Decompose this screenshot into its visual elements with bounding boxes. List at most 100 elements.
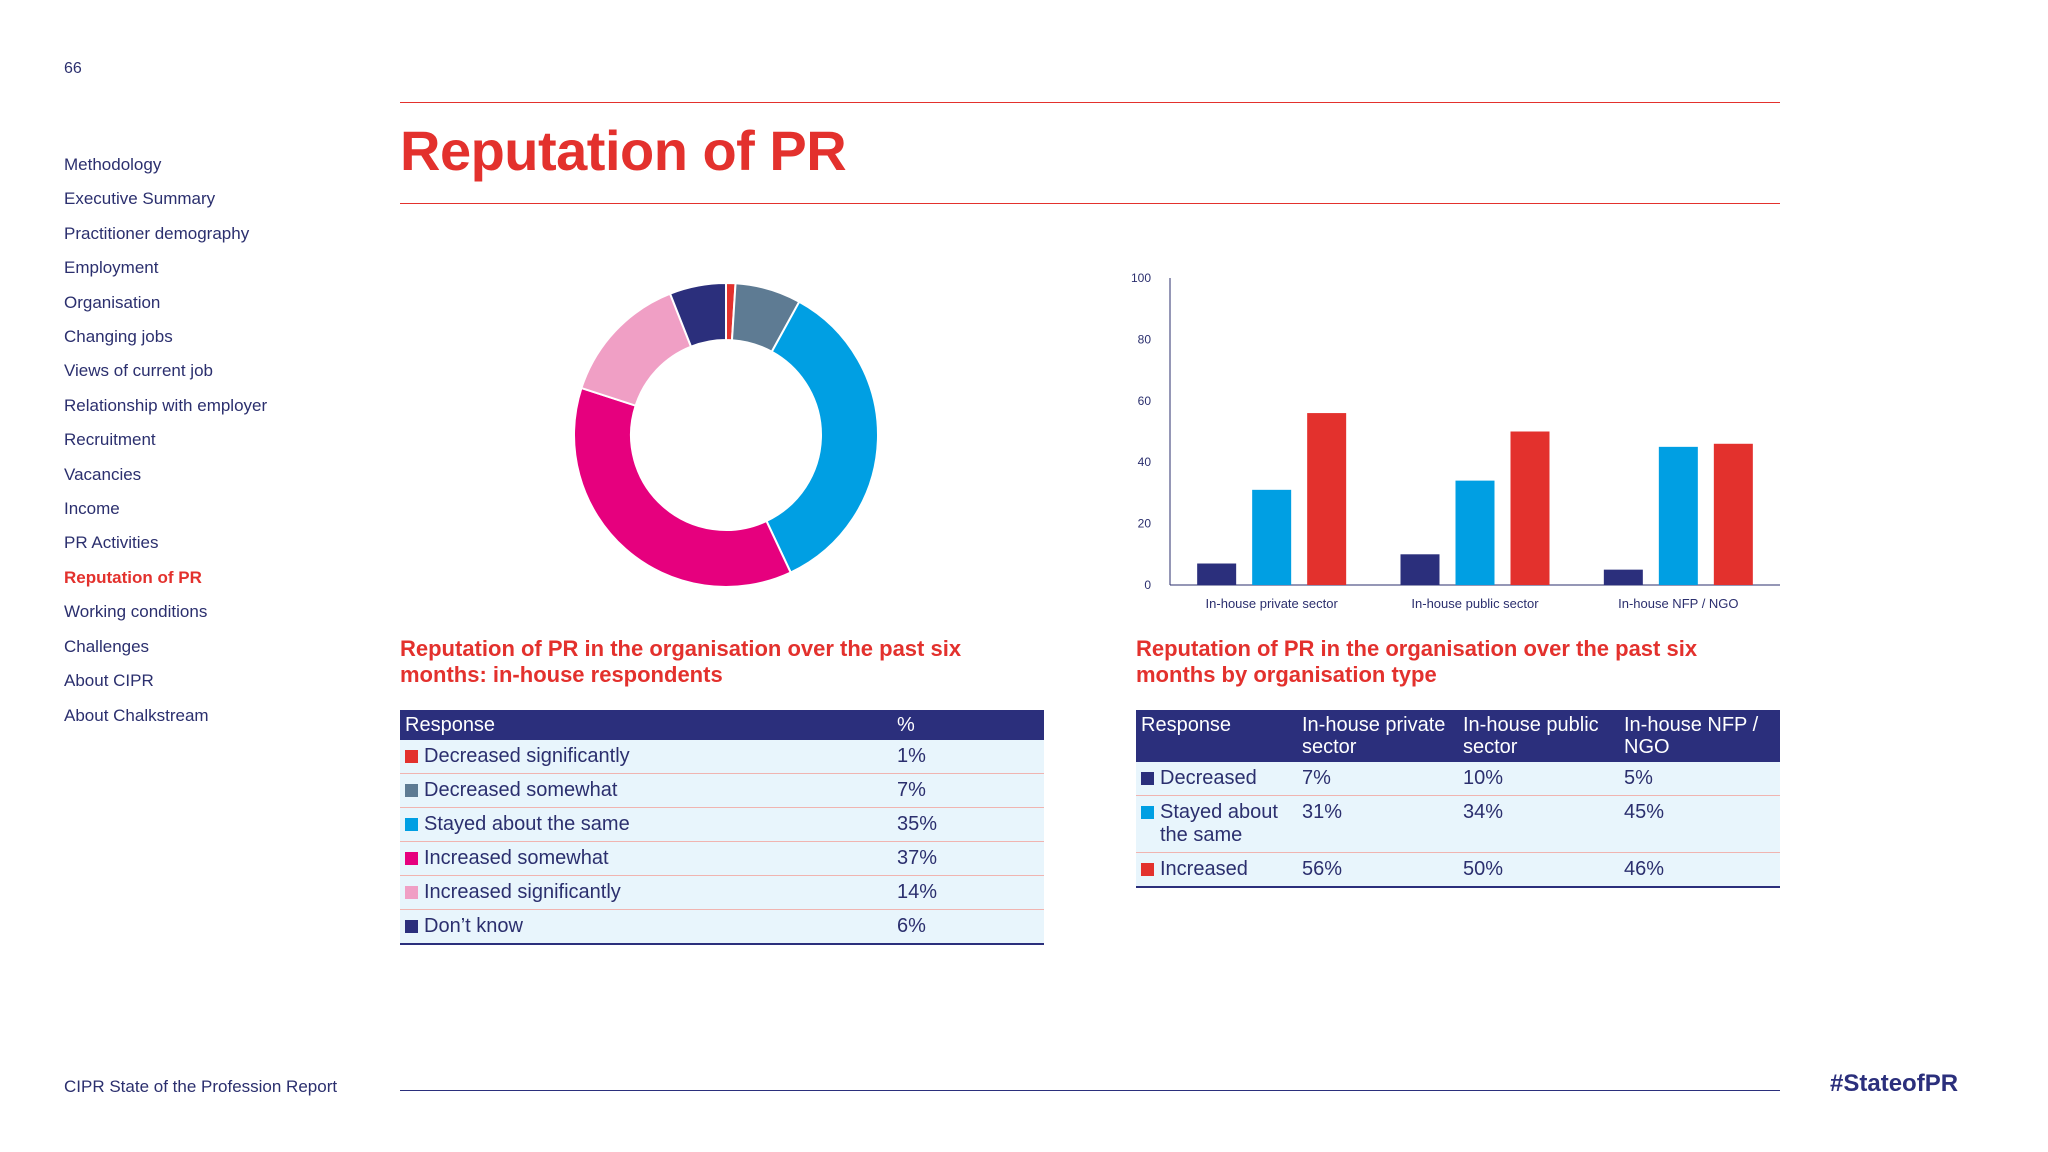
percent-cell: 37% [892,841,1044,876]
sidebar-item-views-of-current-job[interactable]: Views of current job [64,361,213,381]
legend-swatch [1141,806,1154,819]
sidebar-item-practitioner-demography[interactable]: Practitioner demography [64,223,250,243]
response-label: Decreased [1160,767,1257,789]
response-label: Stayed about the same [424,813,630,835]
table-row: Stayed about the same 35% [400,807,1044,842]
sidebar-item-changing-jobs[interactable]: Changing jobs [64,327,173,347]
footer-hashtag[interactable]: #StateofPR [1830,1070,1959,1097]
legend-swatch [405,750,418,763]
value-cell: 7% [1297,762,1458,796]
header-private-sector: In-house private sector [1297,710,1458,762]
percent-cell: 6% [892,909,1044,945]
header-response: Response [1136,710,1297,762]
response-label: Decreased somewhat [424,779,618,801]
bar-stayed-about-the-same [1252,489,1292,585]
value-cell: 31% [1297,795,1458,853]
page-number: 66 [64,60,82,77]
bar-chart: 0 20 40 60 80 100 In-house private sector In-ho… [1131,271,1780,611]
sidebar-item-relationship-with-employer[interactable]: Relationship with employer [64,395,268,415]
sidebar-item-reputation-of-pr[interactable]: Reputation of PR [64,567,202,587]
y-tick-label: 0 [1144,578,1151,592]
table-row: Decreased 7% 10% 5% [1136,762,1780,796]
value-cell: 46% [1619,852,1780,888]
response-cell: Decreased somewhat [400,773,892,808]
donut-slice-increased-significantly [580,292,693,407]
legend-swatch [1141,863,1154,876]
bar-decreased [1400,554,1440,585]
response-label: Increased significantly [424,881,621,903]
table-row: Increased 56% 50% 46% [1136,852,1780,888]
table-row: Decreased somewhat 7% [400,773,1044,808]
x-tick-label: In-house private sector [1206,596,1339,611]
sidebar-item-vacancies[interactable]: Vacancies [64,464,142,484]
sidebar-item-challenges[interactable]: Challenges [64,636,150,656]
page-title: Reputation of PR [400,119,847,182]
y-tick-label: 60 [1138,394,1152,408]
donut-slice-stayed-about-the-same [765,300,879,574]
response-cell: Increased [1136,852,1297,888]
response-cell: Stayed about the same [1136,795,1297,853]
bar-decreased [1197,563,1237,585]
y-tick-label: 20 [1138,517,1152,531]
sidebar-item-working-conditions[interactable]: Working conditions [64,602,208,622]
sidebar-item-organisation[interactable]: Organisation [64,292,161,312]
sidebar-item-pr-activities[interactable]: PR Activities [64,533,159,553]
title-bottom-rule [400,203,1780,204]
bar-decreased [1603,569,1643,585]
legend-swatch [405,784,418,797]
bar-increased [1713,443,1753,585]
legend-swatch [405,852,418,865]
donut-data-table: Response % Decreased significantly 1% Decr… [400,710,1044,945]
bar-chart-caption: Reputation of PR in the organisation ove… [1136,636,1698,687]
percent-cell: 7% [892,773,1044,808]
legend-swatch [405,886,418,899]
footer-report-title: CIPR State of the Profession Report [64,1077,338,1096]
response-cell: Don’t know [400,909,892,945]
response-label: Stayed about the same [1160,801,1278,846]
table-row: Stayed about the same 31% 34% 45% [1136,795,1780,853]
table-row: Don’t know 6% [400,909,1044,945]
y-tick-label: 40 [1138,455,1152,469]
donut-chart-caption: Reputation of PR in the organisation ove… [400,636,962,687]
sidebar-item-about-cipr[interactable]: About CIPR [64,671,154,691]
sidebar-item-income[interactable]: Income [64,499,120,519]
response-label: Increased somewhat [424,847,609,869]
sidebar-item-about-chalkstream[interactable]: About Chalkstream [64,705,209,725]
header-percent: % [892,710,1044,740]
sidebar-item-executive-summary[interactable]: Executive Summary [64,189,216,209]
value-cell: 45% [1619,795,1780,853]
legend-swatch [1141,772,1154,785]
footer-rule [400,1090,1780,1091]
legend-swatch [405,818,418,831]
response-cell: Decreased [1136,762,1297,796]
bar-increased [1510,431,1550,585]
x-tick-label: In-house public sector [1411,596,1539,611]
bar-increased [1307,413,1347,585]
header-public-sector: In-house public sector [1458,710,1619,762]
title-top-rule [400,102,1780,103]
x-tick-label: In-house NFP / NGO [1618,596,1738,611]
legend-swatch [405,920,418,933]
percent-cell: 35% [892,807,1044,842]
value-cell: 10% [1458,762,1619,796]
percent-cell: 1% [892,740,1044,774]
value-cell: 34% [1458,795,1619,853]
response-label: Don’t know [424,915,523,937]
bar-stayed-about-the-same [1455,480,1495,585]
value-cell: 50% [1458,852,1619,888]
bar-stayed-about-the-same [1658,446,1698,585]
donut-slice-don-t-know [668,281,727,348]
donut-chart [573,281,879,588]
sidebar-nav: Methodology Executive Summary Practitioner… [64,148,394,733]
response-cell: Decreased significantly [400,740,892,774]
header-response: Response [400,710,892,740]
sidebar-item-methodology[interactable]: Methodology [64,155,162,174]
response-label: Decreased significantly [424,745,630,767]
sidebar-item-recruitment[interactable]: Recruitment [64,430,156,450]
response-cell: Increased significantly [400,875,892,910]
value-cell: 5% [1619,762,1780,796]
response-label: Increased [1160,858,1248,880]
sidebar-item-employment[interactable]: Employment [64,258,159,278]
table-row: Increased somewhat 37% [400,841,1044,876]
value-cell: 56% [1297,852,1458,888]
